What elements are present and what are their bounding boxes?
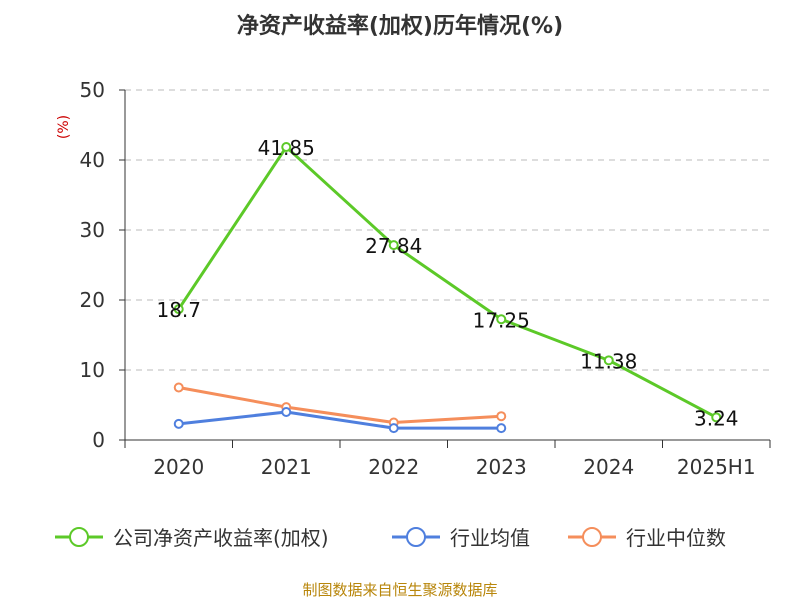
point-s0-2022	[388, 240, 399, 251]
y-tick-label-0: 0	[92, 428, 105, 452]
data-label-2024: 11.38	[580, 349, 637, 373]
legend-label-1: 行业均值	[450, 526, 530, 550]
point-s0-2020	[173, 304, 184, 315]
series-line-0	[177, 145, 717, 419]
x-tick-label-2025H1: 2025H1	[677, 455, 756, 479]
axes: 0 10 20 30 40 50 2020 2021 2022 2023 2024 2025H1	[80, 78, 771, 479]
point-s1-2022	[388, 423, 399, 434]
legend-marker-1	[406, 527, 426, 547]
x-tick-label-2021: 2021	[261, 455, 312, 479]
y-tick-label-40: 40	[80, 148, 105, 172]
x-tick-label-2023: 2023	[476, 455, 527, 479]
point-s0-2023	[496, 314, 507, 325]
legend-marker-2	[582, 527, 602, 547]
data-label-2020: 18.7	[156, 298, 201, 322]
point-s0-2021	[281, 142, 292, 153]
legend-label-0: 公司净资产收益率(加权)	[113, 526, 329, 550]
x-tick-label-2022: 2022	[368, 455, 419, 479]
legend: 公司净资产收益率(加权) 行业均值 行业中位数	[55, 526, 726, 550]
legend-label-2: 行业中位数	[626, 526, 726, 550]
series-line-1	[178, 410, 502, 430]
y-tick-label-30: 30	[80, 218, 105, 242]
x-tick-label-2024: 2024	[583, 455, 634, 479]
series-line-2	[178, 386, 502, 424]
grid-lines	[125, 89, 770, 371]
data-label-2021: 41.85	[258, 136, 315, 160]
source-note: 制图数据来自恒生聚源数据库	[302, 581, 497, 599]
series-lines	[173, 142, 722, 434]
data-labels: 18.7 41.85 27.84 17.25 11.38 3.24	[156, 136, 738, 430]
y-tick-label-10: 10	[80, 358, 105, 382]
data-label-2023: 17.25	[473, 308, 530, 332]
point-s0-2025H1	[711, 412, 722, 423]
point-s0-2024	[603, 355, 614, 366]
y-tick-label-50: 50	[80, 78, 105, 102]
data-label-2022: 27.84	[365, 234, 422, 258]
data-label-2025H1: 3.24	[694, 406, 739, 430]
y-axis-unit-label: (%)	[56, 115, 72, 139]
point-s1-2020	[173, 418, 184, 429]
y-tick-label-20: 20	[80, 288, 105, 312]
point-s1-2021	[281, 407, 292, 417]
point-s2-2023	[496, 411, 507, 422]
point-s2-2020	[173, 382, 184, 393]
legend-marker-0	[69, 527, 89, 547]
x-tick-label-2020: 2020	[153, 455, 204, 479]
point-s1-2023	[496, 423, 507, 434]
chart-title: 净资产收益率(加权)历年情况(%)	[237, 13, 563, 39]
